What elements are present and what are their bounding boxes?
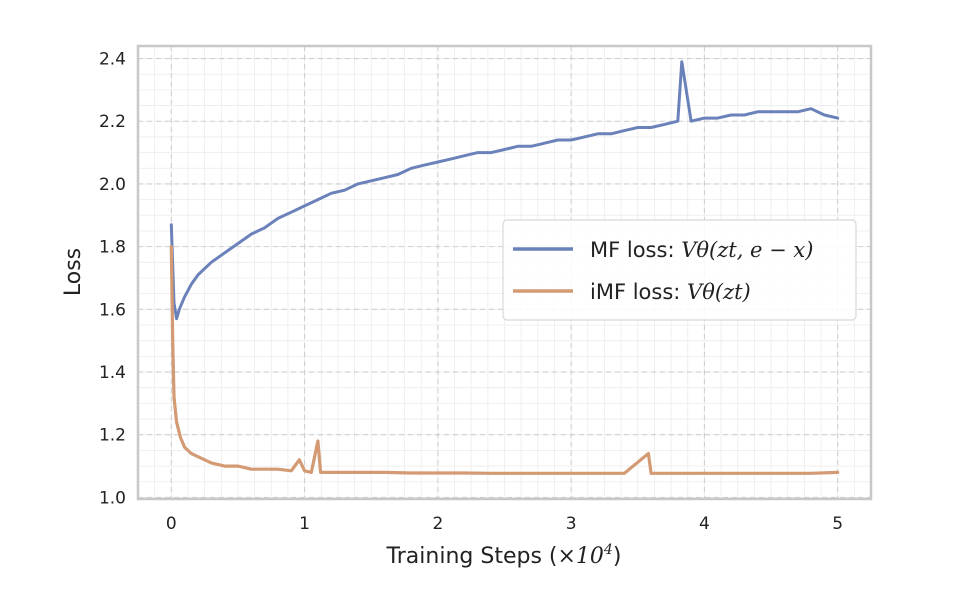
series-line-imf-loss <box>169 245 840 475</box>
y-tick-labels: 1.0 1.2 1.4 1.6 1.8 2.0 2.2 2.4 <box>99 50 126 509</box>
x-tick-label: 5 <box>832 514 843 534</box>
y-tick-label: 2.4 <box>99 50 126 70</box>
legend-label-imf: iMF loss: Vθ(zt) <box>590 280 751 304</box>
plot-frame <box>136 44 873 501</box>
legend-mf-math: Vθ(zt, e − x) <box>681 238 813 262</box>
y-tick-label: 2.0 <box>99 175 126 195</box>
x-tick-labels: 0 1 2 3 4 5 <box>166 514 843 534</box>
y-tick-label: 1.0 <box>99 488 126 508</box>
x-tick-label: 3 <box>566 514 577 534</box>
legend-imf-math: Vθ(zt) <box>687 280 751 304</box>
legend: MF loss: Vθ(zt, e − x) iMF loss: Vθ(zt) <box>502 219 857 321</box>
x-tick-label: 0 <box>166 514 177 534</box>
series-line-mf-loss <box>169 60 840 321</box>
legend-box <box>502 219 857 321</box>
y-axis-label: Loss <box>61 248 86 296</box>
legend-label-mf: MF loss: Vθ(zt, e − x) <box>590 238 813 262</box>
legend-imf-prefix: iMF loss: <box>590 280 687 304</box>
legend-mf-prefix: MF loss: <box>590 238 681 262</box>
series-layer <box>169 60 840 475</box>
y-tick-label: 2.2 <box>99 112 126 132</box>
x-tick-label: 1 <box>299 514 310 534</box>
y-tick-label: 1.2 <box>99 426 126 446</box>
y-tick-label: 1.6 <box>99 300 126 320</box>
x-tick-label: 4 <box>699 514 710 534</box>
x-axis-label: Training Steps (×104) <box>386 542 622 569</box>
y-tick-label: 1.4 <box>99 363 126 383</box>
x-tick-label: 2 <box>432 514 443 534</box>
y-tick-label: 1.8 <box>99 238 126 258</box>
